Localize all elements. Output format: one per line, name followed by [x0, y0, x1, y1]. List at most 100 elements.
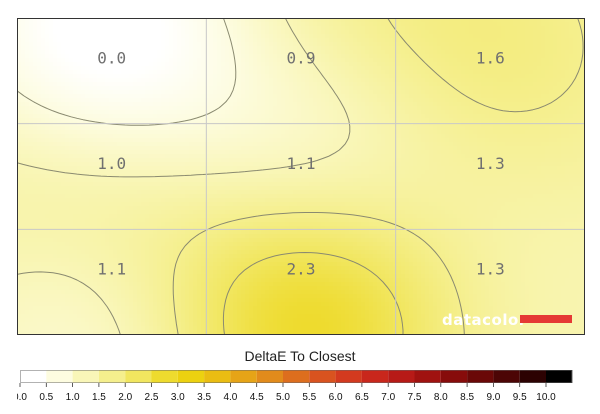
heatmap-tile: [481, 42, 486, 47]
heatmap-tile: [21, 62, 26, 67]
heatmap-tile: [561, 54, 566, 59]
heatmap-tile: [269, 46, 274, 51]
heatmap-tile: [257, 138, 262, 143]
heatmap-tile: [61, 78, 66, 83]
heatmap-tile: [357, 154, 362, 159]
heatmap-tile: [169, 18, 174, 23]
heatmap-tile: [521, 30, 526, 35]
heatmap-tile: [37, 150, 42, 155]
heatmap-tile: [189, 38, 194, 43]
heatmap-tile: [297, 42, 302, 47]
heatmap-tile: [105, 146, 110, 151]
heatmap-tile: [533, 66, 538, 71]
heatmap-tile: [377, 30, 382, 35]
heatmap-tile: [25, 110, 30, 115]
heatmap-tile: [517, 154, 522, 159]
heatmap-tile: [305, 146, 310, 151]
heatmap-tile: [25, 78, 30, 83]
heatmap-tile: [193, 54, 198, 59]
heatmap-tile: [569, 78, 574, 83]
heatmap-tile: [45, 110, 50, 115]
heatmap-tile: [245, 150, 250, 155]
heatmap-tile: [537, 118, 542, 123]
heatmap-tile: [269, 102, 274, 107]
heatmap-tile: [357, 66, 362, 71]
heatmap-tile: [225, 102, 230, 107]
heatmap-tile: [529, 70, 534, 75]
heatmap-tile: [169, 134, 174, 139]
heatmap-tile: [381, 78, 386, 83]
heatmap-tile: [525, 138, 530, 143]
heatmap-tile: [513, 74, 518, 79]
heatmap-tile: [117, 134, 122, 139]
heatmap-tile: [329, 154, 334, 159]
heatmap-tile: [321, 118, 326, 123]
heatmap-tile: [461, 50, 466, 55]
heatmap-tile: [25, 126, 30, 131]
heatmap-tile: [245, 130, 250, 135]
heatmap-tile: [65, 54, 70, 59]
heatmap-tile: [89, 58, 94, 63]
heatmap-tile: [485, 42, 490, 47]
heatmap-tile: [77, 114, 82, 119]
heatmap-tile: [397, 34, 402, 39]
heatmap-tile: [453, 66, 458, 71]
heatmap-tile: [361, 18, 366, 23]
heatmap-tile: [197, 50, 202, 55]
heatmap-tile: [105, 70, 110, 75]
heatmap-tile: [581, 62, 585, 67]
heatmap-tile: [37, 134, 42, 139]
heatmap-tile: [273, 58, 278, 63]
heatmap-tile: [409, 146, 414, 151]
heatmap-tile: [373, 94, 378, 99]
heatmap-tile: [193, 150, 198, 155]
heatmap-tile: [561, 94, 566, 99]
heatmap-tile: [25, 82, 30, 87]
heatmap-tile: [413, 54, 418, 59]
heatmap-tile: [525, 22, 530, 27]
heatmap-tile: [97, 110, 102, 115]
heatmap-tile: [369, 126, 374, 131]
heatmap-tile: [189, 86, 194, 91]
heatmap-tile: [441, 126, 446, 131]
heatmap-tile: [421, 110, 426, 115]
heatmap-tile: [313, 114, 318, 119]
heatmap-tile: [217, 26, 222, 31]
heatmap-tile: [45, 38, 50, 43]
heatmap-tile: [413, 82, 418, 87]
heatmap-tile: [109, 70, 114, 75]
heatmap-tile: [81, 126, 86, 131]
heatmap-tile: [93, 134, 98, 139]
heatmap-tile: [45, 114, 50, 119]
heatmap-tile: [425, 66, 430, 71]
heatmap-tile: [281, 118, 286, 123]
heatmap-tile: [221, 22, 226, 27]
heatmap-tile: [533, 106, 538, 111]
heatmap-tile: [369, 50, 374, 55]
heatmap-tile: [289, 54, 294, 59]
heatmap-tile: [105, 66, 110, 71]
heatmap-tile: [293, 118, 298, 123]
heatmap-tile: [145, 38, 150, 43]
heatmap-tile: [101, 78, 106, 83]
heatmap-tile: [69, 66, 74, 71]
heatmap-tile: [541, 58, 546, 63]
heatmap-tile: [205, 18, 210, 23]
heatmap-tile: [313, 106, 318, 111]
heatmap-tile: [217, 126, 222, 131]
heatmap-tile: [141, 94, 146, 99]
heatmap-tile: [97, 26, 102, 31]
heatmap-tile: [121, 158, 126, 163]
heatmap-tile: [49, 114, 54, 119]
heatmap-tile: [337, 42, 342, 47]
heatmap-tile: [165, 130, 170, 135]
heatmap-tile: [213, 130, 218, 135]
heatmap-tile: [37, 86, 42, 91]
heatmap-tile: [81, 66, 86, 71]
heatmap-tile: [249, 102, 254, 107]
heatmap-tile: [441, 106, 446, 111]
heatmap-tile: [445, 134, 450, 139]
heatmap-tile: [233, 150, 238, 155]
heatmap-tile: [49, 86, 54, 91]
heatmap-tile: [21, 106, 26, 111]
